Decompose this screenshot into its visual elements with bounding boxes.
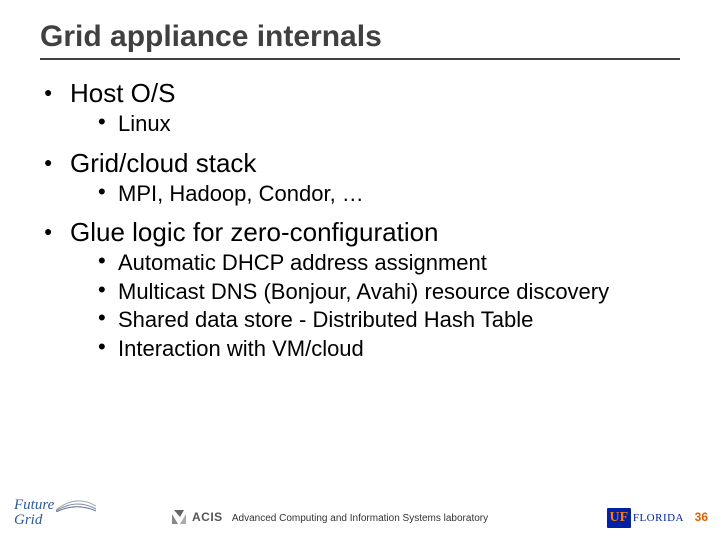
uf-logo: UF FLORIDA [607,508,684,528]
bullet-item: Grid/cloud stack MPI, Hadoop, Condor, … [44,148,680,208]
sub-item: MPI, Hadoop, Condor, … [98,181,680,207]
bullet-text: Host O/S [70,78,175,108]
sub-item: Automatic DHCP address assignment [98,250,680,276]
footer: Future Grid ACIS Advanced Computing and … [0,494,720,530]
sub-list: MPI, Hadoop, Condor, … [70,181,680,207]
bullet-text: Grid/cloud stack [70,148,256,178]
bullet-item: Glue logic for zero-configuration Automa… [44,217,680,362]
sub-item: Interaction with VM/cloud [98,336,680,362]
footer-lab-text: Advanced Computing and Information Syste… [232,513,488,524]
page-number: 36 [695,510,708,524]
sub-item: Linux [98,111,680,137]
sub-item: Multicast DNS (Bonjour, Avahi) resource … [98,279,680,305]
bullet-list: Host O/S Linux Grid/cloud stack MPI, Had… [40,78,680,362]
slide: Grid appliance internals Host O/S Linux … [0,0,720,540]
fg-line1: Future [14,498,54,513]
title-underline [40,58,680,60]
acis-text: ACIS [192,510,223,524]
acis-mark-icon [170,508,188,526]
bullet-text: Glue logic for zero-configuration [70,217,439,247]
futuregrid-logo: Future Grid [14,498,54,528]
slide-title: Grid appliance internals [40,20,680,54]
sub-list: Linux [70,111,680,137]
sub-item: Shared data store - Distributed Hash Tab… [98,307,680,333]
fg-line2: Grid [14,513,54,528]
bullet-item: Host O/S Linux [44,78,680,138]
sub-list: Automatic DHCP address assignment Multic… [70,250,680,362]
uf-initials: UF [607,508,631,528]
futuregrid-swoosh-icon [56,498,96,512]
acis-logo: ACIS [170,508,223,526]
uf-name: FLORIDA [633,512,684,524]
